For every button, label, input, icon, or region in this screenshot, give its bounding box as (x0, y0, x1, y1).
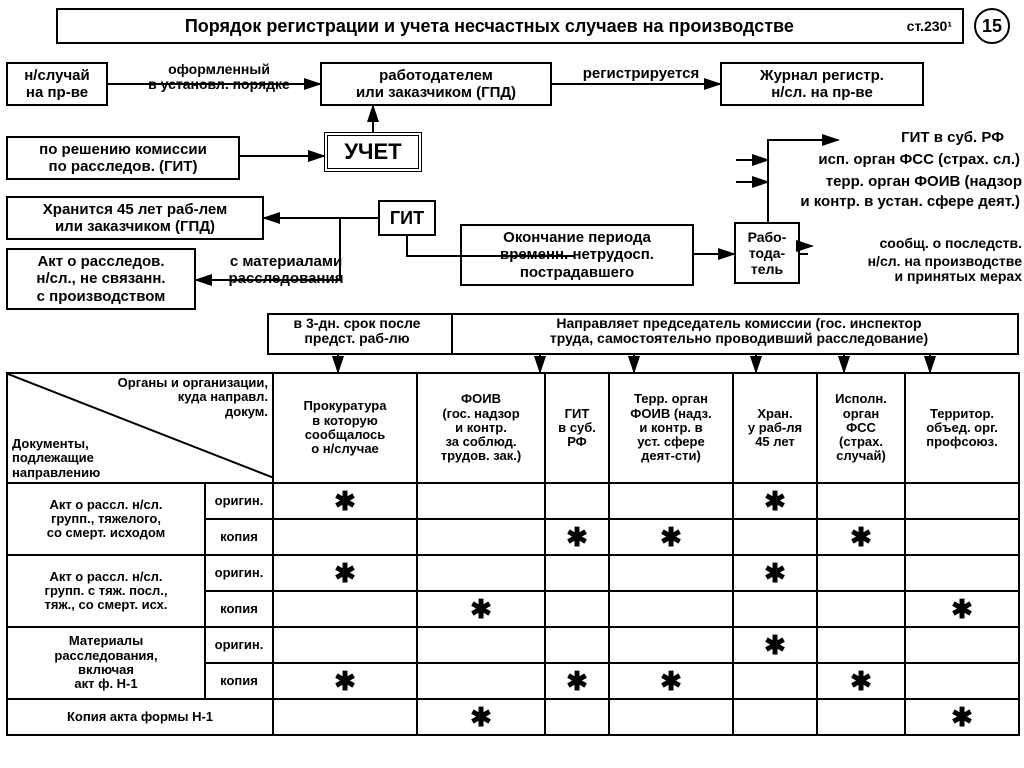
col-header: Прокуратурав которуюсообщалосьо н/случае (273, 373, 417, 483)
row-subtype: копия (205, 663, 273, 699)
row-subtype: оригин. (205, 483, 273, 519)
mark-cell (609, 591, 733, 627)
mark-cell: ✱ (545, 663, 609, 699)
mark-cell (417, 555, 545, 591)
mark-cell: ✱ (817, 663, 905, 699)
box-journal: Журнал регистр.н/сл. на пр-ве (720, 62, 924, 106)
mark-cell (417, 519, 545, 555)
row-group-label: Акт о рассл. н/сл.групп. с тяж. посл.,тя… (7, 555, 205, 627)
col-header: Территор.объед. орг.профсоюз. (905, 373, 1019, 483)
mark-cell (545, 555, 609, 591)
mark-cell: ✱ (905, 591, 1019, 627)
mark-cell (273, 519, 417, 555)
row-subtype: копия (205, 591, 273, 627)
mark-cell: ✱ (733, 483, 817, 519)
mark-cell: ✱ (417, 699, 545, 735)
mark-cell (417, 483, 545, 519)
mark-cell (609, 699, 733, 735)
mark-cell (817, 483, 905, 519)
mark-cell (545, 699, 609, 735)
label-l4: сообщ. о последств. (812, 236, 1022, 251)
mark-cell (609, 555, 733, 591)
col-header: ФОИВ(гос. надзори контр.за соблюд.трудов… (417, 373, 545, 483)
col-header: Терр. органФОИВ (надз.и контр. вуст. сфе… (609, 373, 733, 483)
mark-cell: ✱ (609, 663, 733, 699)
label-l3: терр. орган ФОИВ (надзор (742, 174, 1022, 191)
label-reg: регистрируется (566, 66, 716, 83)
box-store45: Хранится 45 лет раб-лемили заказчиком (Г… (6, 196, 264, 240)
col-header: Хран.у раб-ля45 лет (733, 373, 817, 483)
mark-cell: ✱ (817, 519, 905, 555)
mark-cell (545, 627, 609, 663)
mark-cell: ✱ (905, 699, 1019, 735)
mark-cell (905, 519, 1019, 555)
label-pred: Направляет председатель комиссии (гос. и… (460, 316, 1018, 347)
page-number: 15 (974, 8, 1010, 44)
row-group-label: Акт о рассл. н/сл.групп., тяжелого,со см… (7, 483, 205, 555)
row-subtype: оригин. (205, 555, 273, 591)
box-case: н/случайна пр-ве (6, 62, 108, 106)
mark-cell (273, 591, 417, 627)
mark-cell (417, 663, 545, 699)
box-employer: работодателемили заказчиком (ГПД) (320, 62, 552, 106)
mark-cell (609, 483, 733, 519)
row-subtype: копия (205, 519, 273, 555)
mark-cell: ✱ (545, 519, 609, 555)
mark-cell: ✱ (609, 519, 733, 555)
mark-cell (417, 627, 545, 663)
label-mat: с материаламирасследования (206, 254, 366, 287)
mark-cell (905, 627, 1019, 663)
label-oform: оформленныйв установл. порядке (124, 62, 314, 93)
mark-cell (733, 663, 817, 699)
mark-cell: ✱ (733, 627, 817, 663)
label-l1: ГИТ в суб. РФ (844, 130, 1004, 147)
label-l2: исп. орган ФСС (страх. сл.) (740, 152, 1020, 169)
mark-cell (905, 663, 1019, 699)
title-box: Порядок регистрации и учета несчастных с… (56, 8, 964, 44)
mark-cell (545, 591, 609, 627)
mark-cell (733, 699, 817, 735)
mark-cell: ✱ (273, 555, 417, 591)
mark-cell: ✱ (417, 591, 545, 627)
box-uchet: УЧЕТ (324, 132, 422, 172)
mark-cell: ✱ (733, 555, 817, 591)
box-period: Окончание периодавременн. нетрудосп.пост… (460, 224, 694, 286)
mark-cell (905, 483, 1019, 519)
mark-cell (817, 591, 905, 627)
box-rabot: Рабо-тода-тель (734, 222, 800, 284)
label-srok: в 3-дн. срок послепредст. раб-лю (272, 316, 442, 347)
row-subtype: оригин. (205, 627, 273, 663)
mark-cell (817, 699, 905, 735)
mark-cell (545, 483, 609, 519)
mark-cell: ✱ (273, 663, 417, 699)
label-l3b: и контр. в устан. сфере деят.) (720, 194, 1020, 211)
box-commission: по решению комиссиипо расследов. (ГИТ) (6, 136, 240, 180)
title-text: Порядок регистрации и учета несчастных с… (72, 16, 907, 37)
row-group-label: Материалырасследования,включаяакт ф. Н-1 (7, 627, 205, 699)
diag-header: Органы и организации,куда направл.докум.… (7, 373, 273, 483)
mark-cell (273, 627, 417, 663)
mark-cell: ✱ (273, 483, 417, 519)
box-git: ГИТ (378, 200, 436, 236)
col-header: Исполн.органФСС(страх.случай) (817, 373, 905, 483)
title-ref: ст.230¹ (907, 18, 958, 34)
mark-cell (817, 627, 905, 663)
mark-cell (733, 591, 817, 627)
mark-cell (905, 555, 1019, 591)
mark-cell (273, 699, 417, 735)
routing-table: Органы и организации,куда направл.докум.… (6, 372, 1020, 736)
row-label: Копия акта формы Н-1 (7, 699, 273, 735)
mark-cell (609, 627, 733, 663)
mark-cell (733, 519, 817, 555)
box-akt: Акт о расследов.н/сл., не связанн.с прои… (6, 248, 196, 310)
mark-cell (817, 555, 905, 591)
col-header: ГИТв суб.РФ (545, 373, 609, 483)
label-l5: н/сл. на производствеи принятых мерах (808, 254, 1022, 285)
